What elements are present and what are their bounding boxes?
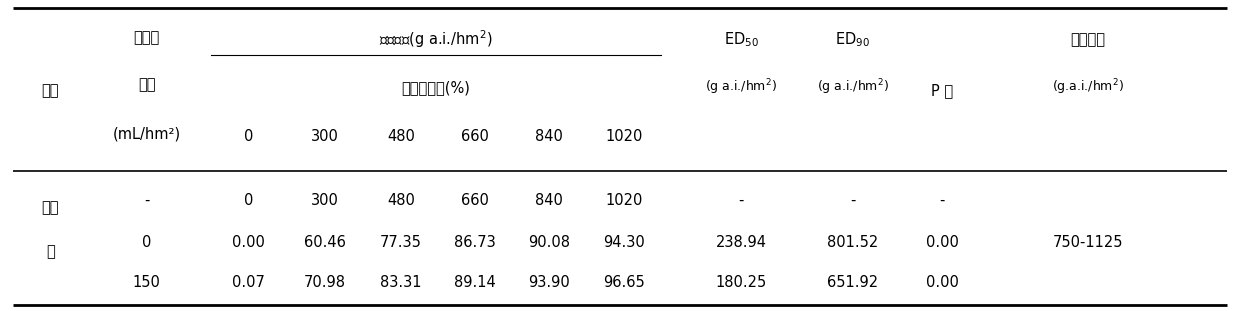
- Text: 0: 0: [244, 193, 253, 208]
- Text: 480: 480: [387, 193, 414, 208]
- Text: 480: 480: [387, 129, 414, 144]
- Text: -: -: [739, 193, 744, 208]
- Text: 0.00: 0.00: [232, 235, 265, 250]
- Text: 89.14: 89.14: [454, 275, 496, 290]
- Text: (g a.i./hm$^2$): (g a.i./hm$^2$): [706, 77, 777, 97]
- Text: 83.31: 83.31: [379, 275, 422, 290]
- Text: 90.08: 90.08: [528, 235, 570, 250]
- Text: P 值: P 值: [931, 83, 954, 98]
- Text: (mL/hm²): (mL/hm²): [113, 126, 181, 141]
- Text: 0: 0: [244, 129, 253, 144]
- Text: 77.35: 77.35: [379, 235, 422, 250]
- Text: 801.52: 801.52: [827, 235, 878, 250]
- Text: 推荐剂量: 推荐剂量: [1070, 32, 1106, 47]
- Text: 异丙: 异丙: [41, 201, 60, 216]
- Text: 93.90: 93.90: [528, 275, 570, 290]
- Text: -: -: [144, 193, 150, 208]
- Text: 0.07: 0.07: [232, 275, 265, 290]
- Text: 0.00: 0.00: [925, 275, 959, 290]
- Text: 1020: 1020: [605, 193, 642, 208]
- Text: 86.73: 86.73: [454, 235, 496, 250]
- Text: 840: 840: [536, 129, 563, 144]
- Text: 隆: 隆: [46, 244, 55, 259]
- Text: 150: 150: [133, 275, 161, 290]
- Text: 300: 300: [311, 193, 340, 208]
- Text: 660: 660: [461, 193, 489, 208]
- Text: 0: 0: [143, 235, 151, 250]
- Text: 180.25: 180.25: [715, 275, 768, 290]
- Text: 70.98: 70.98: [304, 275, 346, 290]
- Text: 药剂剂量(g a.i./hm$^2$): 药剂剂量(g a.i./hm$^2$): [379, 29, 492, 50]
- Text: 安融乐: 安融乐: [134, 30, 160, 45]
- Text: 1020: 1020: [605, 129, 642, 144]
- Text: -: -: [851, 193, 856, 208]
- Text: 药剂: 药剂: [41, 83, 60, 98]
- Text: 鲜重抑制率(%): 鲜重抑制率(%): [402, 80, 470, 95]
- Text: 0.00: 0.00: [925, 235, 959, 250]
- Text: 96.65: 96.65: [603, 275, 645, 290]
- Text: 300: 300: [311, 129, 340, 144]
- Text: ED$_{90}$: ED$_{90}$: [836, 30, 870, 49]
- Text: 剂量: 剂量: [138, 77, 155, 92]
- Text: 750-1125: 750-1125: [1053, 235, 1123, 250]
- Text: (g.a.i./hm$^2$): (g.a.i./hm$^2$): [1053, 77, 1125, 97]
- Text: 94.30: 94.30: [603, 235, 645, 250]
- Text: 238.94: 238.94: [715, 235, 766, 250]
- Text: 60.46: 60.46: [304, 235, 346, 250]
- Text: 840: 840: [536, 193, 563, 208]
- Text: ED$_{50}$: ED$_{50}$: [724, 30, 759, 49]
- Text: 660: 660: [461, 129, 489, 144]
- Text: (g a.i./hm$^2$): (g a.i./hm$^2$): [817, 77, 889, 97]
- Text: 651.92: 651.92: [827, 275, 878, 290]
- Text: -: -: [940, 193, 945, 208]
